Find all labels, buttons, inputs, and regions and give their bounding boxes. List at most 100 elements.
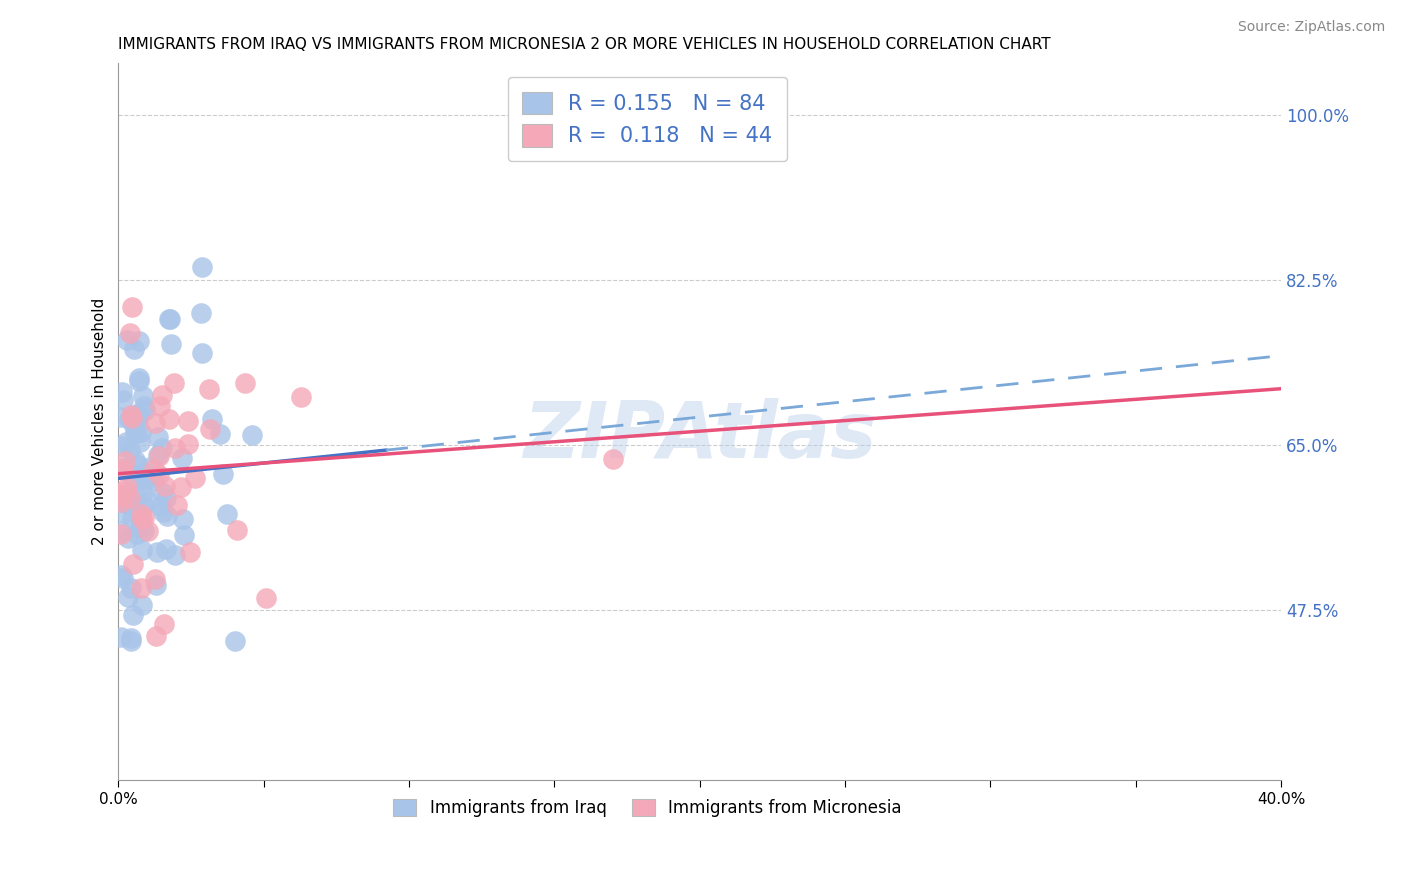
- Point: [114, 506, 136, 520]
- Point: [146, 545, 169, 559]
- Point: [198, 382, 221, 396]
- Point: [165, 548, 187, 562]
- Text: IMMIGRANTS FROM IRAQ VS IMMIGRANTS FROM MICRONESIA 2 OR MORE VEHICLES IN HOUSEHO: IMMIGRANTS FROM IRAQ VS IMMIGRANTS FROM …: [118, 37, 1052, 53]
- Point: [115, 480, 138, 494]
- Point: [131, 389, 153, 403]
- Point: [212, 467, 235, 482]
- Point: [122, 557, 145, 571]
- Point: [156, 508, 179, 523]
- Point: [159, 312, 181, 326]
- Point: [128, 375, 150, 389]
- Point: [148, 450, 170, 464]
- Point: [112, 496, 135, 510]
- Point: [110, 495, 132, 509]
- Point: [145, 628, 167, 642]
- Point: [128, 467, 150, 482]
- Point: [224, 634, 246, 648]
- Point: [117, 531, 139, 545]
- Point: [118, 411, 141, 425]
- Point: [132, 510, 155, 524]
- Point: [152, 485, 174, 500]
- Point: [131, 486, 153, 500]
- Point: [200, 422, 222, 436]
- Point: [159, 312, 181, 326]
- Point: [110, 524, 132, 538]
- Point: [124, 425, 146, 440]
- Point: [120, 497, 142, 511]
- Point: [134, 524, 156, 538]
- Point: [153, 616, 176, 631]
- Point: [125, 527, 148, 541]
- Point: [148, 467, 170, 482]
- Point: [122, 419, 145, 434]
- Point: [148, 448, 170, 462]
- Point: [170, 480, 193, 494]
- Point: [131, 599, 153, 613]
- Text: Source: ZipAtlas.com: Source: ZipAtlas.com: [1237, 20, 1385, 34]
- Point: [134, 399, 156, 413]
- Point: [112, 392, 135, 407]
- Point: [134, 500, 156, 514]
- Text: ZIPAtlas: ZIPAtlas: [523, 398, 876, 474]
- Point: [143, 417, 166, 431]
- Point: [170, 450, 193, 465]
- Point: [131, 542, 153, 557]
- Point: [139, 469, 162, 483]
- Point: [146, 430, 169, 444]
- Point: [134, 402, 156, 417]
- Point: [191, 260, 214, 274]
- Point: [142, 462, 165, 476]
- Point: [118, 491, 141, 506]
- Point: [163, 376, 186, 390]
- Point: [215, 507, 238, 521]
- Point: [602, 452, 624, 467]
- Point: [208, 427, 231, 442]
- Point: [120, 582, 142, 596]
- Point: [160, 336, 183, 351]
- Point: [173, 528, 195, 542]
- Point: [172, 512, 194, 526]
- Point: [129, 435, 152, 450]
- Point: [114, 488, 136, 502]
- Point: [121, 300, 143, 314]
- Point: [135, 474, 157, 488]
- Point: [127, 412, 149, 426]
- Point: [122, 607, 145, 622]
- Point: [179, 545, 201, 559]
- Point: [121, 410, 143, 425]
- Point: [114, 454, 136, 468]
- Point: [152, 505, 174, 519]
- Point: [136, 524, 159, 538]
- Point: [115, 334, 138, 348]
- Point: [124, 453, 146, 467]
- Point: [117, 590, 139, 604]
- Point: [191, 346, 214, 360]
- Point: [110, 439, 132, 453]
- Point: [176, 414, 198, 428]
- Point: [240, 427, 263, 442]
- Point: [129, 520, 152, 534]
- Point: [124, 487, 146, 501]
- Point: [145, 578, 167, 592]
- Point: [111, 463, 134, 477]
- Point: [128, 334, 150, 349]
- Point: [111, 384, 134, 399]
- Point: [110, 410, 132, 425]
- Point: [129, 425, 152, 439]
- Point: [155, 479, 177, 493]
- Point: [128, 371, 150, 385]
- Point: [139, 460, 162, 475]
- Point: [150, 388, 173, 402]
- Point: [114, 484, 136, 499]
- Point: [157, 412, 180, 426]
- Point: [120, 631, 142, 645]
- Point: [115, 435, 138, 450]
- Point: [131, 512, 153, 526]
- Point: [254, 591, 277, 605]
- Point: [120, 634, 142, 648]
- Point: [155, 542, 177, 557]
- Point: [120, 408, 142, 422]
- Point: [127, 407, 149, 421]
- Point: [201, 412, 224, 426]
- Y-axis label: 2 or more Vehicles in Household: 2 or more Vehicles in Household: [93, 298, 107, 545]
